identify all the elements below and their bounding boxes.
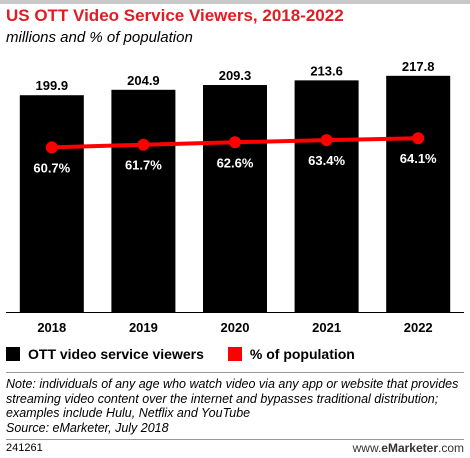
bar xyxy=(386,75,451,312)
legend-item-population: % of population xyxy=(227,346,355,362)
chart-note: Note: individuals of any age who watch v… xyxy=(6,377,466,435)
legend-label-population: % of population xyxy=(249,346,355,362)
divider xyxy=(6,372,464,373)
legend-label-viewers: OTT video service viewers xyxy=(28,346,204,362)
logo-prefix: www. xyxy=(352,441,382,455)
population-point xyxy=(137,138,150,151)
note-text: Note: individuals of any age who watch v… xyxy=(6,377,459,420)
logo-suffix: .com xyxy=(437,441,464,455)
x-tick-label: 2019 xyxy=(129,320,158,335)
bar xyxy=(19,95,84,312)
population-point xyxy=(229,136,241,149)
legend-swatch-bar xyxy=(6,347,20,361)
legend: OTT video service viewers % of populatio… xyxy=(6,345,379,363)
x-tick-label: 2022 xyxy=(404,320,433,335)
population-point xyxy=(45,141,58,154)
legend-item-viewers: OTT video service viewers xyxy=(6,346,204,362)
population-value-label: 62.6% xyxy=(217,155,254,170)
bar-value-label: 199.9 xyxy=(36,78,69,93)
chart-area: 199.9 2018 204.9 2019 209.3 2020 213.6 2021 217.… xyxy=(6,59,464,335)
bar xyxy=(294,80,359,312)
x-tick-label: 2021 xyxy=(312,320,341,335)
bar-value-label: 217.8 xyxy=(402,59,435,74)
population-value-label: 64.1% xyxy=(400,151,437,166)
source-text: Source: eMarketer, July 2018 xyxy=(6,420,169,435)
population-value-label: 60.7% xyxy=(33,160,70,175)
bar-value-label: 213.6 xyxy=(310,63,343,78)
chart-title: US OTT Video Service Viewers, 2018-2022 xyxy=(6,6,344,25)
bar xyxy=(111,89,176,312)
x-tick-label: 2020 xyxy=(221,320,250,335)
chart-subtitle: millions and % of population xyxy=(6,29,193,46)
population-value-label: 63.4% xyxy=(308,153,345,168)
population-point xyxy=(412,132,425,145)
chart-id: 241261 xyxy=(6,442,43,454)
top-rule xyxy=(0,0,470,4)
legend-swatch-line xyxy=(227,347,242,361)
population-point xyxy=(320,134,333,147)
bar xyxy=(203,85,267,312)
bar-value-label: 204.9 xyxy=(127,73,160,88)
x-tick-label: 2018 xyxy=(37,320,66,335)
population-value-label: 61.7% xyxy=(125,158,162,173)
bar-value-label: 209.3 xyxy=(219,68,252,83)
logo-brand: eMarketer xyxy=(381,441,438,455)
emarketer-logo[interactable]: www.eMarketer.com xyxy=(353,441,464,455)
divider xyxy=(6,439,464,440)
